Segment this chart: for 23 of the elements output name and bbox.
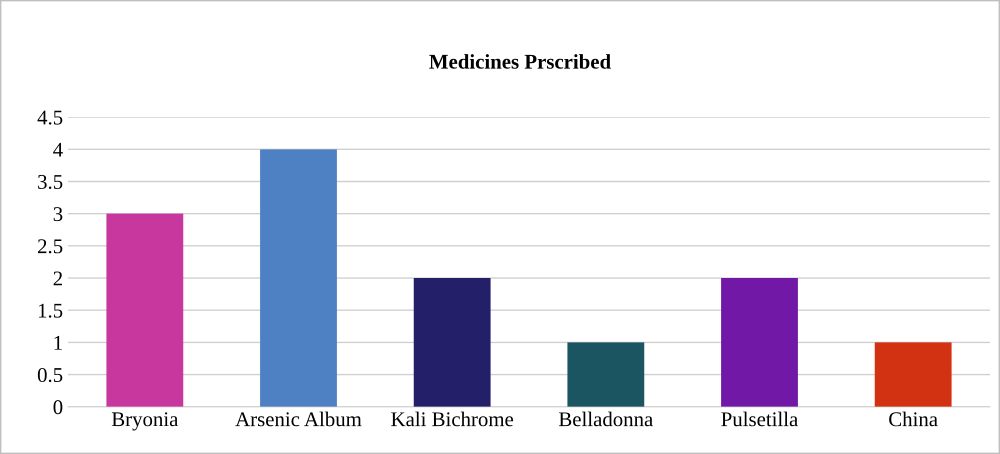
bar (874, 342, 952, 407)
y-tick-label: 0.5 (38, 368, 62, 382)
y-tick-label: 2.5 (38, 239, 62, 254)
y-tick-label: 2 (54, 271, 62, 286)
x-tick-label: Pulsetilla (721, 412, 798, 426)
x-tick-label: China (889, 412, 938, 426)
x-tick-label: Arsenic Album (235, 412, 362, 426)
y-tick-label: 4 (53, 142, 63, 157)
y-tick-label: 3 (54, 207, 62, 222)
y-tick-label: 3.5 (38, 174, 62, 190)
bar (414, 278, 491, 407)
x-tick-label: Belladonna (558, 412, 653, 426)
bar (721, 278, 798, 407)
y-tick-label: 4.5 (38, 110, 62, 125)
bar (567, 342, 644, 407)
chart-title: Medicines Prscribed (429, 54, 611, 69)
bar (106, 214, 184, 407)
x-tick-label: Kali Bichrome (391, 412, 514, 426)
y-tick-label: 1 (54, 336, 62, 350)
bar (260, 149, 337, 407)
x-tick-label: Bryonia (112, 412, 178, 431)
y-tick-label: 0 (54, 400, 62, 414)
y-tick-label: 1.5 (38, 304, 62, 318)
